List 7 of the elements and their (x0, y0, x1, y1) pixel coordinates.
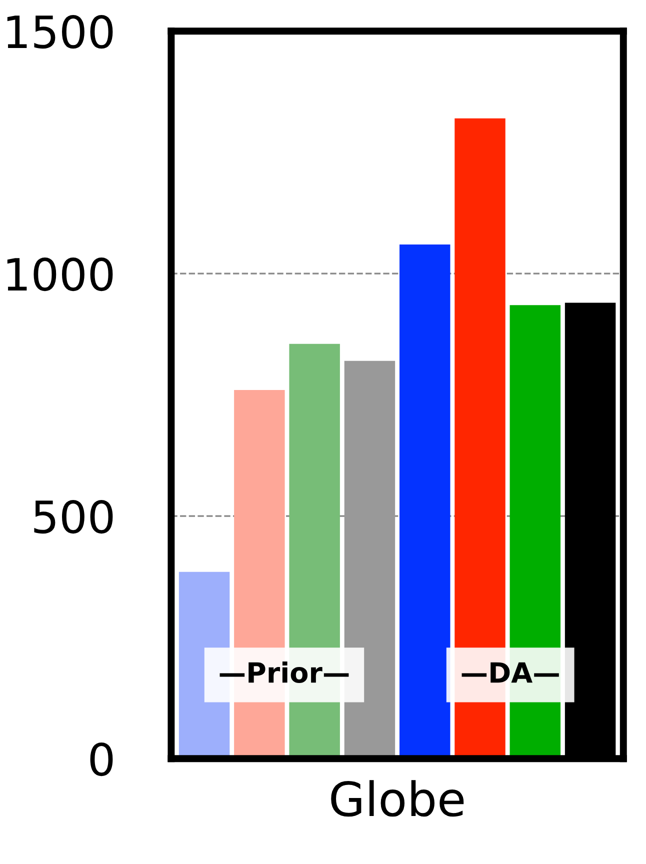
x-axis-title: Globe (331, 780, 464, 817)
y-tick-label: 1500 (7, 15, 113, 49)
y-tick-label: 0 (90, 742, 113, 776)
y-tick-label: 500 (34, 500, 113, 534)
y-tick-label: 1000 (7, 258, 113, 292)
annotation: —Prior— (220, 661, 349, 683)
annotation: —DA— (462, 662, 559, 683)
